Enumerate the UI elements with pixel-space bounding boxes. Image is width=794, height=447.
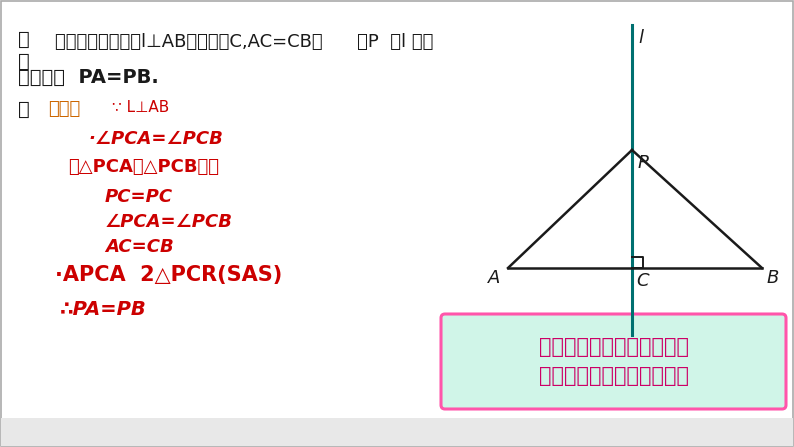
Text: ·APCA  2△PCR(SAS): ·APCA 2△PCR(SAS) <box>55 265 282 285</box>
Text: B: B <box>767 269 780 287</box>
Text: P: P <box>638 154 649 172</box>
Text: 验: 验 <box>18 30 29 49</box>
Text: ·∠PCA=∠PCB: ·∠PCA=∠PCB <box>88 130 223 148</box>
Text: ∴PA=PB: ∴PA=PB <box>60 300 147 319</box>
Text: 线段垂直平分线上的点到这
条线段两个端点的距离相等: 线段垂直平分线上的点到这 条线段两个端点的距离相等 <box>538 337 688 386</box>
Text: 结求证：  PA=PB.: 结求证： PA=PB. <box>18 68 159 87</box>
Text: ∠PCA=∠PCB: ∠PCA=∠PCB <box>105 213 233 231</box>
Text: AC=CB: AC=CB <box>105 238 174 256</box>
Text: 证明：: 证明： <box>48 100 80 118</box>
Text: 论: 论 <box>18 100 37 119</box>
FancyBboxPatch shape <box>441 314 786 409</box>
Text: ∵ L⊥AB: ∵ L⊥AB <box>112 100 169 115</box>
Text: PC=PC: PC=PC <box>105 188 173 206</box>
Text: A: A <box>488 269 500 287</box>
Text: l: l <box>638 29 643 47</box>
Text: 证: 证 <box>18 52 29 71</box>
Text: C: C <box>636 272 649 290</box>
Text: 在△PCA和△PCB中，: 在△PCA和△PCB中， <box>68 158 219 176</box>
Bar <box>1 418 793 446</box>
Text: 已知：如图，直线l⊥AB，垂足为C,AC=CB，      点P  在l 上．: 已知：如图，直线l⊥AB，垂足为C,AC=CB， 点P 在l 上． <box>55 33 434 51</box>
